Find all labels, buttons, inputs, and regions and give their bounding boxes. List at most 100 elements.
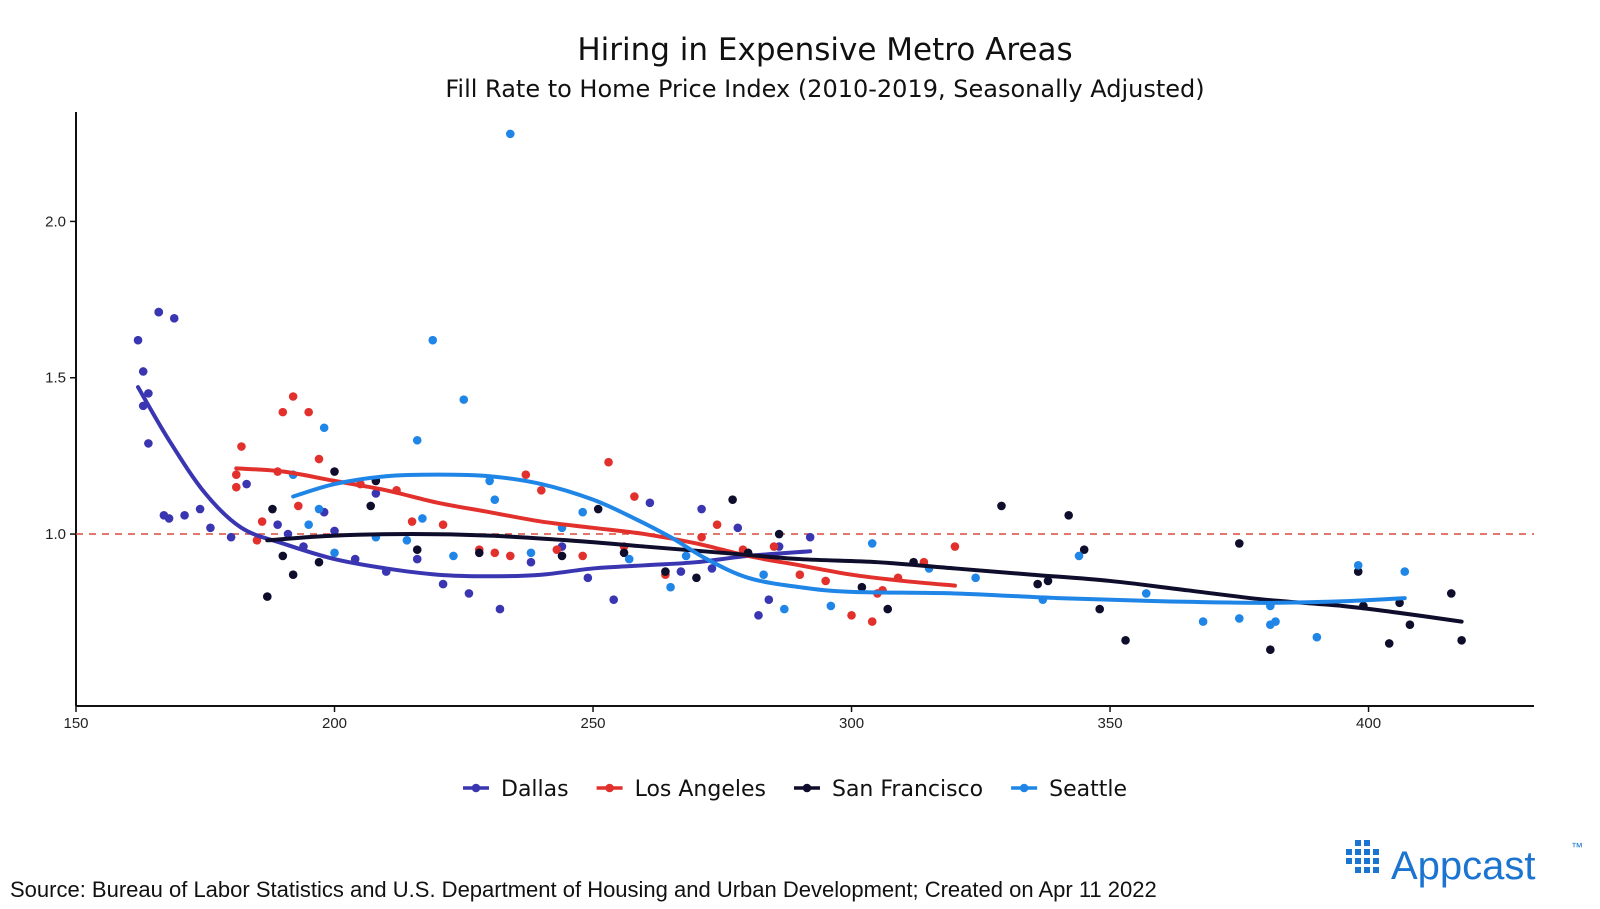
seattle-point (459, 395, 469, 404)
y-tick-label: 1.5 (45, 370, 66, 387)
logo-dot (1364, 867, 1370, 873)
dallas-point (764, 595, 774, 605)
los-angeles-point (304, 407, 313, 417)
san-francisco-point (288, 570, 298, 579)
dallas-point (154, 307, 164, 317)
logo-dot (1355, 867, 1361, 873)
los-angeles-point (231, 470, 241, 479)
chart-title: Hiring in Expensive Metro Areas (577, 32, 1072, 68)
los-angeles-point (252, 536, 262, 545)
los-angeles-point (552, 545, 562, 554)
los-angeles-point (407, 517, 417, 526)
san-francisco-point (412, 545, 422, 554)
seattle-trend-line (291, 472, 1407, 605)
dallas-point (733, 523, 743, 533)
dallas-point (707, 564, 717, 573)
los-angeles-point (537, 485, 546, 495)
san-francisco-point (1446, 589, 1456, 598)
logo-dot (1355, 840, 1361, 846)
dallas-point (438, 579, 448, 589)
legend-label-san-francisco: San Francisco (832, 777, 983, 802)
los-angeles-point (257, 517, 267, 526)
san-francisco-point (278, 551, 288, 561)
san-francisco-point (857, 582, 867, 592)
los-angeles-point (578, 551, 587, 561)
los-angeles-point (237, 442, 246, 451)
source-note: Source: Bureau of Labor Statistics and U… (10, 877, 1157, 902)
legend-marker-los-angeles (605, 783, 614, 793)
dallas-point (144, 439, 153, 448)
dallas-point (609, 595, 619, 605)
seattle-point (485, 476, 494, 486)
appcast-logo: Appcast ™ (1346, 840, 1583, 888)
logo-dot (1355, 849, 1361, 855)
los-angeles-point (769, 542, 779, 551)
appcast-logo-text: Appcast (1391, 844, 1536, 888)
seattle-point (1271, 617, 1280, 626)
seattle-point (826, 601, 836, 611)
san-francisco-point (1079, 545, 1089, 554)
san-francisco-point (1353, 567, 1363, 576)
dallas-point (645, 498, 655, 508)
los-angeles-point (288, 392, 298, 401)
dallas-point (495, 604, 505, 614)
dallas-point (138, 367, 148, 376)
dallas-point (754, 611, 763, 620)
seattle-point (330, 548, 339, 558)
dallas-point (180, 510, 189, 520)
dallas-trend-line (136, 385, 813, 579)
seattle-point (971, 573, 980, 583)
seattle-point (304, 520, 313, 529)
seattle-point (1400, 567, 1410, 576)
los-angeles-point (847, 611, 856, 620)
los-angeles-point (604, 457, 613, 467)
dallas-point (371, 489, 381, 498)
los-angeles-point (278, 407, 288, 417)
seattle-point (624, 554, 634, 564)
dallas-point (242, 479, 251, 489)
san-francisco-point (268, 504, 277, 514)
seattle-point (1353, 561, 1363, 570)
dallas-point (195, 504, 205, 514)
dallas-point (133, 335, 143, 345)
dallas-point (273, 520, 282, 529)
san-francisco-point (661, 567, 670, 576)
dallas-point (583, 573, 593, 583)
san-francisco-point (330, 467, 339, 476)
y-tick-label: 2.0 (45, 213, 66, 230)
seattle-point (402, 536, 412, 545)
los-angeles-point (821, 576, 830, 586)
san-francisco-point (1064, 510, 1073, 520)
x-tick-label: 400 (1356, 715, 1381, 732)
san-francisco-point (474, 548, 484, 558)
logo-dot (1373, 867, 1379, 873)
los-angeles-point (712, 520, 722, 529)
dallas-point (330, 526, 339, 536)
san-francisco-point (366, 501, 376, 511)
san-francisco-point (1043, 576, 1053, 586)
los-angeles-trend-line (234, 466, 957, 588)
chart-subtitle: Fill Rate to Home Price Index (2010-2019… (445, 75, 1204, 103)
seattle-point (449, 551, 458, 561)
seattle-point (490, 495, 500, 504)
logo-dot (1373, 858, 1379, 864)
logo-dot (1373, 849, 1379, 855)
legend-marker-san-francisco (802, 783, 812, 793)
dallas-point (676, 567, 686, 576)
dallas-point (144, 389, 153, 398)
seattle-point (681, 551, 691, 561)
seattle-point (578, 507, 587, 517)
san-francisco-point (1033, 579, 1042, 589)
san-francisco-point (557, 551, 567, 561)
seattle-point (1312, 632, 1322, 642)
seattle-point (412, 435, 422, 445)
san-francisco-point (262, 592, 272, 601)
logo-dot (1355, 858, 1361, 864)
san-francisco-point (1384, 639, 1394, 648)
san-francisco-point (1095, 604, 1105, 614)
x-axis: 150 200 250 300 350 400 (63, 705, 1534, 732)
san-francisco-point (593, 504, 603, 514)
dallas-point (526, 557, 536, 567)
seattle-point (418, 514, 427, 523)
seattle-point (1074, 551, 1084, 561)
